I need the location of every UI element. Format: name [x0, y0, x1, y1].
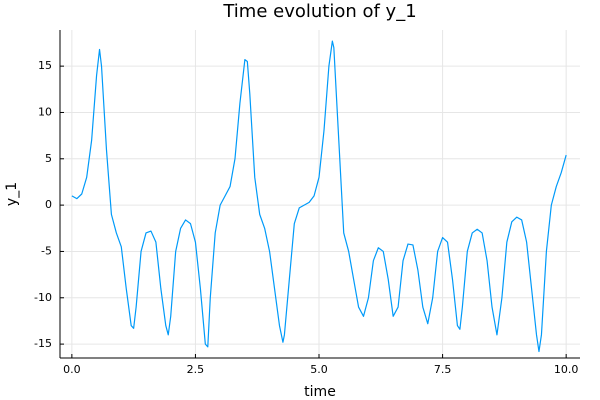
y-tick-label: 10 [38, 105, 52, 118]
y-tick-label: 5 [45, 152, 52, 165]
x-tick-label: 5.0 [310, 363, 328, 376]
x-tick-label: 7.5 [434, 363, 452, 376]
y-tick-label: -10 [34, 291, 52, 304]
x-tick-label: 10.0 [554, 363, 579, 376]
y-tick-label: -15 [34, 337, 52, 350]
y-tick-label: 0 [45, 198, 52, 211]
y-axis-label: y_1 [4, 182, 20, 206]
x-tick-label: 2.5 [187, 363, 205, 376]
chart-title: Time evolution of y_1 [222, 1, 416, 22]
y-tick-label: 15 [38, 59, 52, 72]
y-tick-label: -5 [41, 244, 52, 257]
x-axis-label: time [304, 384, 336, 400]
data-line [71, 40, 567, 353]
x-tick-label: 0.0 [63, 363, 81, 376]
